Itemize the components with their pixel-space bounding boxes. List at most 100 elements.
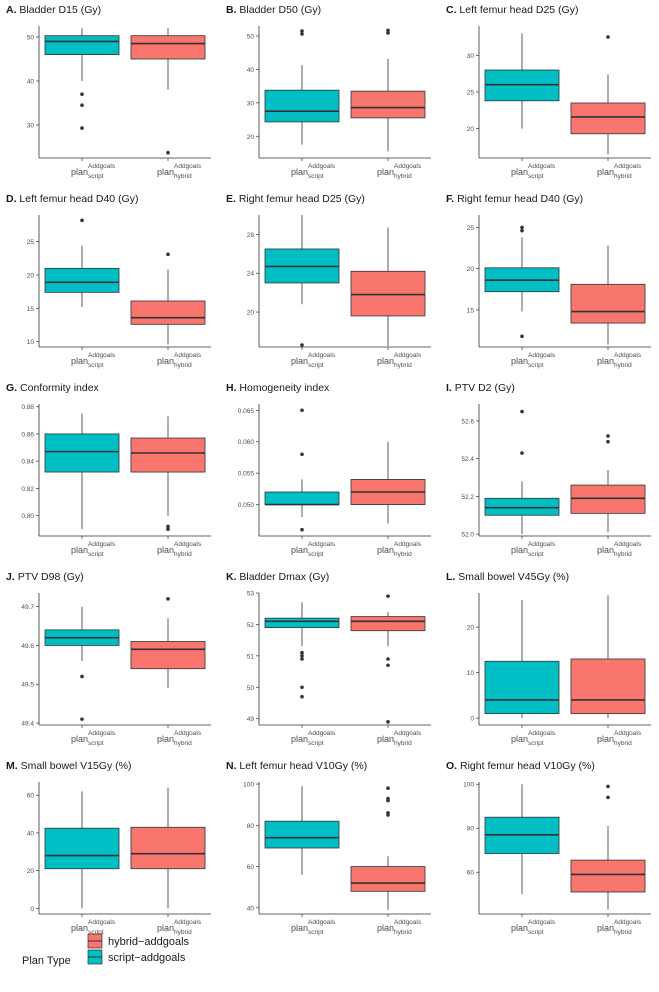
outlier-point [606, 35, 610, 39]
x-tick-sup: Addgoals [614, 730, 642, 737]
x-tick-sup: Addgoals [88, 541, 116, 548]
y-tick-label: 20 [467, 266, 475, 273]
y-tick-label: 15 [27, 306, 35, 313]
outlier-point [520, 451, 524, 455]
x-tick-main: plan [157, 923, 174, 933]
y-tick-label: 0.82 [21, 486, 34, 493]
panel-title-text: Homogeneity index [239, 382, 330, 394]
x-tick-main: plan [377, 734, 394, 744]
y-tick-label: 50 [247, 34, 255, 41]
x-tick-sub: script [308, 740, 324, 747]
panel-letter: L. [446, 571, 458, 583]
panel-i: I. PTV D2 (Gy)52.052.252.452.6Addgoalspl… [446, 382, 651, 558]
x-tick-main: plan [71, 167, 88, 177]
panel-title: O. Right femur head V10Gy (%) [446, 760, 595, 772]
x-tick-sup: Addgoals [88, 163, 116, 170]
y-tick-label: 0.060 [238, 439, 255, 446]
legend-title: Plan Type [22, 955, 71, 967]
x-tick-main: plan [291, 167, 308, 177]
y-tick-label: 20 [27, 868, 35, 875]
box-hybrid [130, 597, 206, 689]
box-hybrid [350, 227, 426, 347]
outlier-point [300, 654, 304, 658]
x-tick-main: plan [377, 167, 394, 177]
panel-letter: I. [446, 382, 455, 394]
panel-letter: H. [226, 382, 239, 394]
box-iqr [264, 820, 340, 849]
box-hybrid [570, 784, 646, 910]
x-tick-main: plan [291, 545, 308, 555]
panel-title-text: Bladder D50 (Gy) [239, 4, 321, 16]
box-script [484, 409, 560, 535]
panel-title-text: PTV D2 (Gy) [455, 382, 515, 394]
y-tick-label: 0 [30, 906, 34, 913]
box-iqr [130, 826, 206, 870]
x-tick-sup: Addgoals [528, 919, 556, 926]
box-script [264, 29, 340, 145]
x-tick-main: plan [597, 923, 614, 933]
box-iqr [570, 102, 646, 135]
box-script [44, 28, 120, 130]
y-tick-label: 30 [27, 123, 35, 130]
box-script [44, 218, 120, 307]
x-tick-sub: script [528, 740, 544, 747]
box-script [484, 784, 560, 895]
panel-title: H. Homogeneity index [226, 382, 330, 394]
panel-letter: D. [6, 193, 19, 205]
box-script [484, 599, 560, 719]
x-tick-main: plan [71, 356, 88, 366]
x-tick-sup: Addgoals [88, 919, 116, 926]
x-tick-sub: script [528, 551, 544, 558]
box-script [264, 602, 340, 699]
x-tick-sup: Addgoals [308, 919, 336, 926]
outlier-point [386, 813, 390, 817]
outlier-point [80, 717, 84, 721]
panel-letter: G. [6, 382, 20, 394]
panel-title-text: Right femur head V10Gy (%) [460, 760, 595, 772]
outlier-point [606, 784, 610, 789]
x-tick-sup: Addgoals [394, 541, 422, 548]
panel-l: L. Small bowel V45Gy (%)01020Addgoalspla… [446, 571, 651, 747]
outlier-point [606, 795, 610, 800]
x-tick-main: plan [377, 545, 394, 555]
x-tick-main: plan [157, 734, 174, 744]
y-tick-label: 50 [247, 685, 255, 692]
panel-title-text: Bladder D15 (Gy) [19, 4, 101, 16]
legend-label-hybrid: hybrid−addgoals [108, 936, 190, 948]
x-tick-sub: script [88, 551, 104, 558]
box-iqr [130, 35, 206, 60]
x-tick-main: plan [511, 734, 528, 744]
x-tick-main: plan [71, 734, 88, 744]
box-hybrid [570, 434, 646, 533]
x-tick-sup: Addgoals [308, 730, 336, 737]
panel-title: N. Left femur head V10Gy (%) [226, 760, 367, 772]
box-hybrid [130, 252, 206, 345]
y-tick-label: 10 [467, 670, 475, 677]
outlier-point [606, 434, 610, 438]
y-tick-label: 24 [247, 271, 255, 278]
y-tick-label: 52.4 [461, 456, 474, 463]
x-tick-main: plan [511, 356, 528, 366]
y-tick-label: 10 [27, 339, 35, 346]
box-hybrid [130, 787, 206, 909]
y-tick-label: 25 [467, 225, 475, 232]
panel-f: F. Right femur head D40 (Gy) 15 20 25 Addgoa… [446, 193, 651, 369]
panel-letter: J. [6, 571, 18, 583]
outlier-point [300, 657, 304, 661]
y-tick-label: 49.4 [21, 721, 34, 728]
legend-label-script: script−addgoals [108, 952, 186, 964]
x-tick-sub: script [528, 929, 544, 936]
y-tick-label: 20 [467, 126, 475, 133]
y-tick-label: 30 [247, 100, 255, 107]
x-tick-main: plan [291, 923, 308, 933]
box-hybrid [570, 595, 646, 719]
y-tick-label: 53 [247, 591, 255, 598]
y-tick-label: 80 [247, 823, 255, 830]
panel-title: F. Right femur head D40 (Gy) [446, 193, 583, 205]
outlier-point [520, 225, 524, 230]
panel-title-text: Bladder Dmax (Gy) [239, 571, 329, 583]
panel-letter: C. [446, 4, 459, 16]
box-iqr [350, 90, 426, 119]
x-tick-sup: Addgoals [528, 541, 556, 548]
